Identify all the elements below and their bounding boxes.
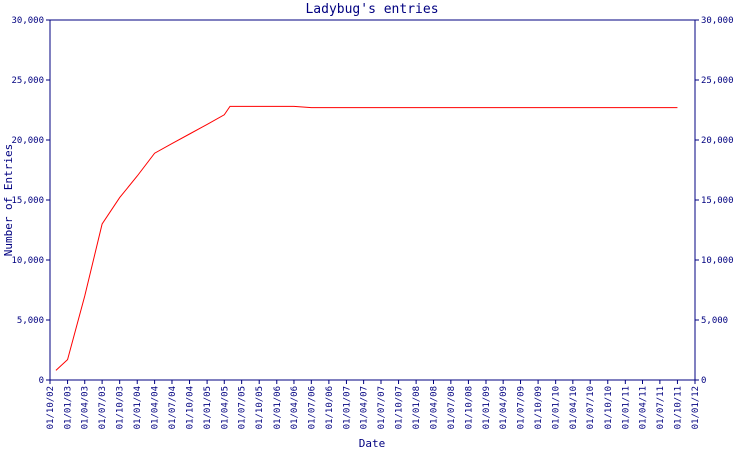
x-tick-label: 01/01/11 [621,386,631,429]
x-tick-label: 01/10/07 [395,386,405,429]
x-tick-label: 01/04/06 [290,386,300,429]
x-tick-label: 01/07/10 [586,386,596,429]
y2-tick-label: 30,000 [701,16,734,26]
x-tick-label: 01/04/10 [569,386,579,429]
x-tick-label: 01/01/08 [412,386,422,429]
x-tick-label: 01/07/09 [517,386,527,429]
y-tick-label: 25,000 [11,76,44,86]
y-tick-label: 0 [39,376,44,386]
x-tick-label: 01/10/05 [255,386,265,429]
x-tick-label: 01/04/05 [220,386,230,429]
y-tick-label: 5,000 [17,316,44,326]
y-axis-title: Number of Entries [2,144,15,257]
x-tick-label: 01/04/08 [429,386,439,429]
x-tick-label: 01/10/03 [116,386,126,429]
x-tick-label: 01/07/08 [447,386,457,429]
y-tick-label: 15,000 [11,196,44,206]
x-tick-label: 01/04/04 [151,386,161,429]
x-tick-label: 01/10/06 [325,386,335,429]
x-tick-label: 01/10/11 [673,386,683,429]
x-tick-label: 01/10/09 [534,386,544,429]
plot-frame [49,19,696,381]
y2-tick-label: 10,000 [701,256,734,266]
x-tick-label: 01/01/03 [64,386,74,429]
y2-tick-label: 20,000 [701,136,734,146]
x-tick-label: 01/07/07 [377,386,387,429]
x-tick-label: 01/01/06 [273,386,283,429]
x-tick-label: 01/04/11 [639,386,649,429]
x-tick-label: 01/10/02 [46,386,56,429]
x-tick-label: 01/10/10 [604,386,614,429]
x-tick-label: 01/07/03 [98,386,108,429]
x-tick-label: 01/01/05 [203,386,213,429]
chart-title: Ladybug's entries [305,2,438,17]
x-tick-label: 01/04/03 [81,386,91,429]
y2-tick-label: 0 [701,376,706,386]
y2-tick-label: 25,000 [701,76,734,86]
x-tick-label: 01/07/11 [656,386,666,429]
x-tick-label: 01/07/04 [168,386,178,429]
y2-tick-label: 15,000 [701,196,734,206]
data-line [55,105,678,371]
x-tick-label: 01/04/09 [499,386,509,429]
y-tick-label: 30,000 [11,16,44,26]
x-axis-title: Date [359,437,386,450]
x-tick-label: 01/04/07 [360,386,370,429]
x-tick-label: 01/01/07 [342,386,352,429]
x-tick-label: 01/10/08 [464,386,474,429]
y-tick-label: 10,000 [11,256,44,266]
x-tick-label: 01/01/04 [133,386,143,429]
x-tick-label: 01/01/10 [552,386,562,429]
x-tick-label: 01/07/05 [238,386,248,429]
x-tick-label: 01/10/04 [186,386,196,429]
x-tick-label: 01/01/09 [482,386,492,429]
x-tick-label: 01/01/12 [691,386,701,429]
y2-tick-label: 5,000 [701,316,728,326]
y-tick-label: 20,000 [11,136,44,146]
x-tick-label: 01/07/06 [307,386,317,429]
